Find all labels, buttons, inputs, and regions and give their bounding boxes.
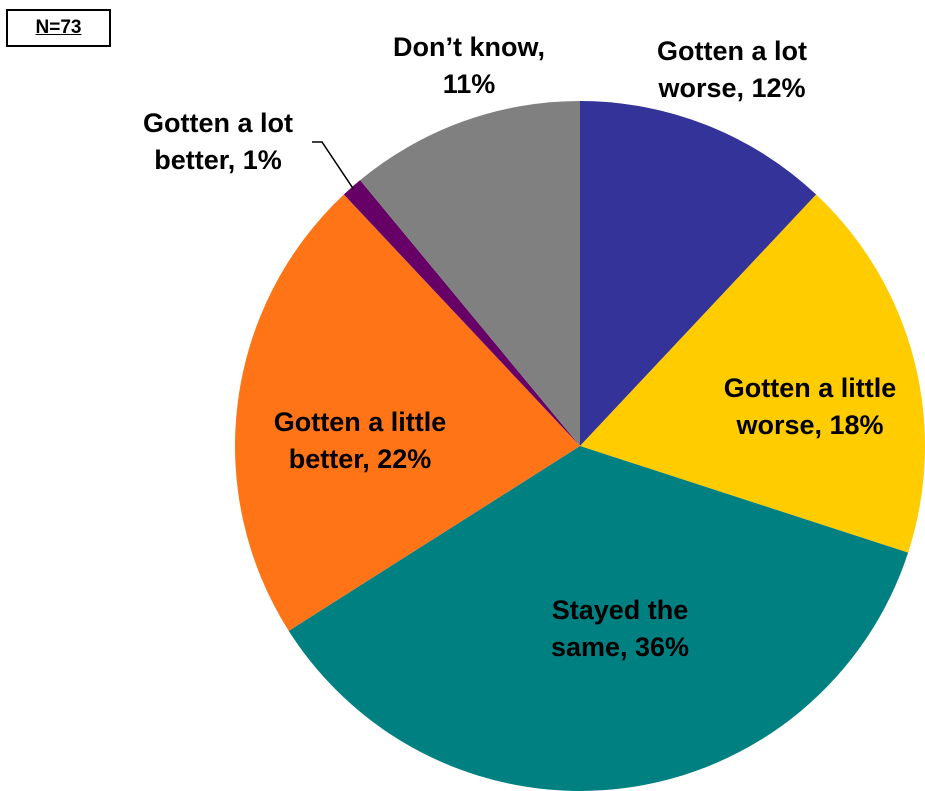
slice-label: Gotten a little worse, 18% [724,373,897,440]
pie-slice-gotten-a-lot-worse [580,101,817,446]
slice-label: Gotten a lot worse, 12% [657,36,807,103]
pie-slice-gotten-a-little-worse [580,194,925,553]
slice-label: Gotten a little better, 22% [274,407,447,474]
slice-label: Stayed the same, 36% [551,595,689,662]
sample-size-box: N=73 [6,9,111,47]
pie-slices [235,101,925,791]
sample-size-label: N=73 [35,17,82,38]
slice-label: Don’t know, 11% [393,32,545,99]
pie-slice-gotten-a-lot-better [343,180,580,447]
pie-slice-don-t-know [360,101,580,446]
slice-label: Gotten a lot better, 1% [143,108,293,175]
leader-line [312,141,354,190]
leader-lines [312,141,354,190]
slice-labels: Gotten a lot worse, 12% Gotten a little wor… [143,32,896,662]
pie-slice-stayed-the-same [288,446,909,791]
pie-slice-gotten-a-little-better [235,194,581,631]
